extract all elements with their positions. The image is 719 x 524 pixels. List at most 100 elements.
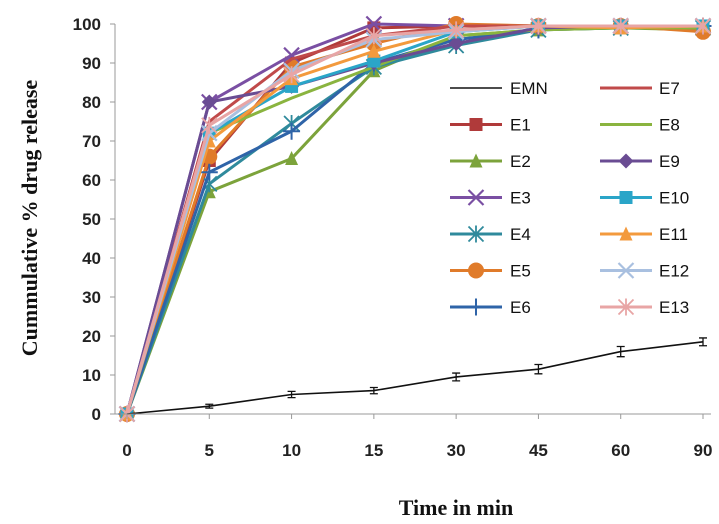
legend-label: E1 xyxy=(510,116,531,135)
y-tick-label: 0 xyxy=(92,405,101,424)
legend-item-e1: E1 xyxy=(450,116,531,135)
series-line xyxy=(125,24,704,415)
series-line xyxy=(125,22,704,415)
legend-item-e9: E9 xyxy=(600,152,680,171)
y-tick-label: 20 xyxy=(82,327,101,346)
data-point xyxy=(201,94,217,110)
data-point xyxy=(201,116,218,134)
x-axis-title: Time in min xyxy=(399,495,514,520)
legend-item-e13: E13 xyxy=(600,298,689,317)
data-point xyxy=(469,153,483,168)
legend-label: E7 xyxy=(659,79,680,98)
series-line xyxy=(125,24,703,415)
legend: EMN E1 E2 E3 E4 E5 E6 E7 E8 E9 E10 E11 E12 E13 xyxy=(450,79,689,317)
data-point xyxy=(530,17,547,35)
series-line xyxy=(125,24,703,415)
error-bar xyxy=(616,345,625,358)
data-point xyxy=(283,66,300,84)
legend-label: E11 xyxy=(659,225,688,244)
legend-item-e8: E8 xyxy=(600,116,680,135)
y-tick-label: 90 xyxy=(82,54,101,73)
data-point xyxy=(200,163,218,181)
y-tick-label: 30 xyxy=(82,288,101,307)
error-bar xyxy=(699,337,707,347)
legend-label: E4 xyxy=(510,225,531,244)
x-tick-label: 60 xyxy=(611,441,630,460)
legend-label: E6 xyxy=(510,298,531,317)
series-line xyxy=(126,341,704,415)
data-point xyxy=(612,17,629,35)
data-point xyxy=(283,46,300,64)
series-e6 xyxy=(118,17,712,423)
x-tick-label: 10 xyxy=(282,441,301,460)
x-tick-label: 5 xyxy=(205,441,214,460)
series-e1 xyxy=(120,19,710,421)
legend-item-e3: E3 xyxy=(450,189,531,208)
plot-area xyxy=(118,15,712,423)
data-point xyxy=(617,298,635,316)
series-e4 xyxy=(118,19,712,423)
y-tick-label: 10 xyxy=(82,366,101,385)
data-point xyxy=(618,153,634,169)
legend-label: E9 xyxy=(659,152,680,171)
legend-label: E3 xyxy=(510,189,531,208)
legend-item-e11: E11 xyxy=(600,225,688,244)
data-point xyxy=(467,225,485,243)
data-point xyxy=(285,151,299,166)
series-emn xyxy=(126,337,707,415)
legend-item-e5: E5 xyxy=(450,262,531,281)
series-e8 xyxy=(125,26,703,415)
x-tick-label: 90 xyxy=(694,441,713,460)
data-point xyxy=(448,36,464,51)
series-line xyxy=(125,22,703,415)
legend-label: E10 xyxy=(659,189,689,208)
y-axis-title: Cummulative % drug release xyxy=(17,80,42,357)
error-bar xyxy=(452,372,461,382)
legend-label: E8 xyxy=(659,116,680,135)
x-tick-label: 0 xyxy=(122,441,131,460)
data-point xyxy=(365,15,383,33)
series-e3 xyxy=(118,15,712,423)
series-e2 xyxy=(120,20,710,421)
series-e5 xyxy=(119,16,711,422)
legend-item-e7: E7 xyxy=(600,79,680,98)
series-e13 xyxy=(118,17,712,423)
series-line xyxy=(125,26,704,415)
data-point xyxy=(448,21,465,39)
data-point xyxy=(694,17,712,35)
legend-item-e4: E4 xyxy=(450,225,531,244)
series-e9 xyxy=(119,18,711,422)
series-line xyxy=(125,24,704,415)
series-e11 xyxy=(120,18,710,421)
legend-label: E12 xyxy=(659,262,689,281)
legend-item-emn: EMN xyxy=(450,79,548,98)
data-point xyxy=(467,298,485,316)
error-bar xyxy=(287,390,296,399)
y-tick-label: 60 xyxy=(82,171,101,190)
data-point xyxy=(619,191,633,204)
error-bar xyxy=(369,386,378,395)
data-point xyxy=(469,118,483,131)
error-bar xyxy=(205,403,214,409)
x-tick-label: 15 xyxy=(364,441,383,460)
series-line xyxy=(125,24,704,415)
legend-label: E5 xyxy=(510,262,531,281)
legend-item-e12: E12 xyxy=(600,262,689,281)
x-tick-label: 30 xyxy=(447,441,466,460)
legend-item-e10: E10 xyxy=(600,189,689,208)
legend-item-e2: E2 xyxy=(450,152,531,171)
data-point xyxy=(467,189,485,206)
series-line xyxy=(125,26,703,415)
y-tick-label: 70 xyxy=(82,132,101,151)
legend-item-e6: E6 xyxy=(450,298,531,317)
series-line xyxy=(125,24,703,415)
y-tick-label: 100 xyxy=(73,15,101,34)
data-point xyxy=(283,122,301,140)
series-line xyxy=(125,26,703,415)
data-point xyxy=(619,226,633,241)
series-e7 xyxy=(125,24,704,415)
series-line xyxy=(125,24,703,415)
series-e12 xyxy=(118,17,712,423)
axes: 0 10 20 30 40 50 60 70 80 90 100 0 5 10 15 30 45 60 90 xyxy=(73,15,713,460)
